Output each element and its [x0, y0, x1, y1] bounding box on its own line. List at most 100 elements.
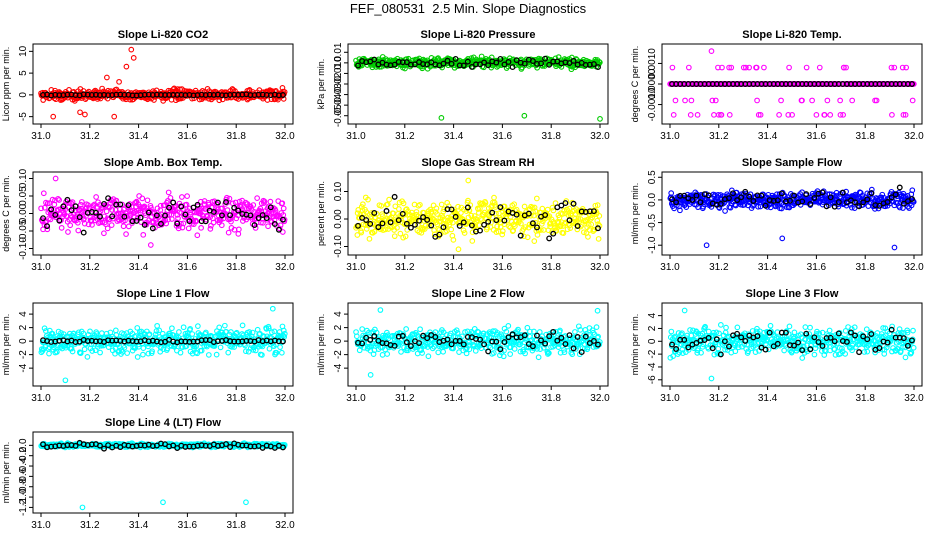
data-point: [354, 232, 361, 238]
outlier-point: [703, 242, 710, 249]
outlier-point: [521, 112, 528, 119]
data-point: [46, 350, 52, 357]
outlier-point: [123, 63, 130, 70]
data-point: [360, 201, 366, 208]
reference-point: [263, 215, 270, 222]
data-point: [225, 229, 232, 236]
data-point: [506, 223, 512, 230]
data-point: [507, 351, 514, 357]
reference-point: [182, 211, 189, 218]
data-point: [687, 111, 694, 118]
reference-point: [485, 62, 492, 69]
data-point: [124, 350, 131, 356]
plot-panel-3: Slope Li-820 Temp.degrees C per min.31.0…: [630, 29, 924, 142]
data-point: [903, 64, 910, 71]
outlier-point: [597, 116, 603, 122]
data-point: [826, 327, 833, 334]
reference-point: [162, 212, 168, 219]
data-point: [460, 227, 467, 234]
reference-point: [133, 217, 140, 224]
data-point: [417, 201, 423, 208]
reference-point: [105, 195, 112, 202]
data-point: [69, 199, 76, 206]
data-point: [216, 324, 223, 331]
data-point: [68, 200, 75, 207]
reference-point: [158, 220, 164, 227]
data-point: [104, 95, 111, 102]
data-point: [778, 97, 784, 104]
y-tick-label: -0.02: [333, 72, 344, 95]
x-tick-label: 32.0: [275, 131, 295, 142]
x-tick-label: 31.6: [493, 262, 513, 273]
outlier-point: [594, 307, 601, 314]
plot-title: Slope Li-820 Pressure: [421, 29, 536, 41]
data-point: [123, 231, 129, 237]
y-tick-label: 0: [333, 338, 344, 344]
data-point: [531, 238, 538, 244]
x-tick-label: 31.4: [129, 131, 149, 142]
reference-point: [391, 193, 398, 200]
data-point: [688, 97, 695, 104]
x-tick-label: 31.6: [807, 393, 827, 404]
reference-point: [52, 211, 59, 218]
data-point: [108, 222, 115, 228]
data-point: [272, 207, 279, 214]
plot-panel-4: Slope Amb. Box Temp.degrees C per min.31…: [1, 157, 295, 273]
reference-point: [570, 200, 577, 207]
plot-frame: [347, 43, 609, 125]
data-point: [260, 197, 267, 204]
y-tick-label: 4: [647, 312, 658, 318]
reference-point: [92, 209, 99, 216]
y-tick-label: 4: [333, 311, 344, 317]
data-point: [434, 211, 440, 217]
data-point: [217, 344, 224, 351]
reference-point: [227, 212, 234, 219]
data-point: [493, 229, 500, 235]
data-point: [436, 218, 442, 225]
data-point: [488, 219, 494, 226]
y-tick-label: 0.05: [18, 186, 29, 206]
data-point: [267, 218, 274, 224]
reference-point: [521, 60, 528, 67]
data-point: [712, 97, 719, 104]
x-tick-label: 31.0: [346, 393, 366, 404]
reference-point: [271, 221, 278, 227]
y-tick-label: 2: [333, 324, 344, 330]
reference-point: [125, 202, 132, 209]
outlier-point: [104, 74, 110, 81]
reference-point: [259, 212, 266, 219]
data-point: [449, 219, 456, 226]
data-point: [481, 201, 487, 208]
y-tick-label: 0.00: [333, 209, 344, 229]
data-point: [900, 111, 907, 118]
data-point: [533, 195, 540, 202]
reference-point: [280, 92, 286, 98]
data-point: [728, 64, 735, 71]
y-tick-label: -0.10: [333, 235, 344, 258]
y-tick-label: -4: [18, 363, 29, 372]
data-point: [219, 205, 226, 212]
x-tick-label: 31.0: [660, 393, 680, 404]
y-tick-label: 0.5: [647, 170, 658, 184]
reference-point: [194, 201, 201, 208]
data-point: [169, 216, 175, 222]
x-tick-label: 31.6: [807, 262, 827, 273]
data-point: [196, 207, 202, 213]
data-point: [597, 59, 603, 66]
data-point: [207, 225, 214, 232]
x-tick-label: 31.2: [80, 131, 100, 142]
y-tick-label: 10: [18, 45, 29, 57]
y-tick-label: -0.10: [18, 237, 29, 260]
reference-point: [174, 220, 181, 227]
data-point: [56, 197, 62, 203]
outlier-point: [438, 114, 445, 121]
x-tick-label: 32.0: [904, 131, 924, 142]
reference-point: [178, 203, 185, 210]
y-tick-label: 0: [18, 338, 29, 344]
data-point: [464, 220, 470, 227]
y-tick-label: -2: [18, 350, 29, 359]
data-point: [267, 198, 274, 205]
reference-point: [255, 215, 262, 221]
data-point: [140, 231, 147, 238]
